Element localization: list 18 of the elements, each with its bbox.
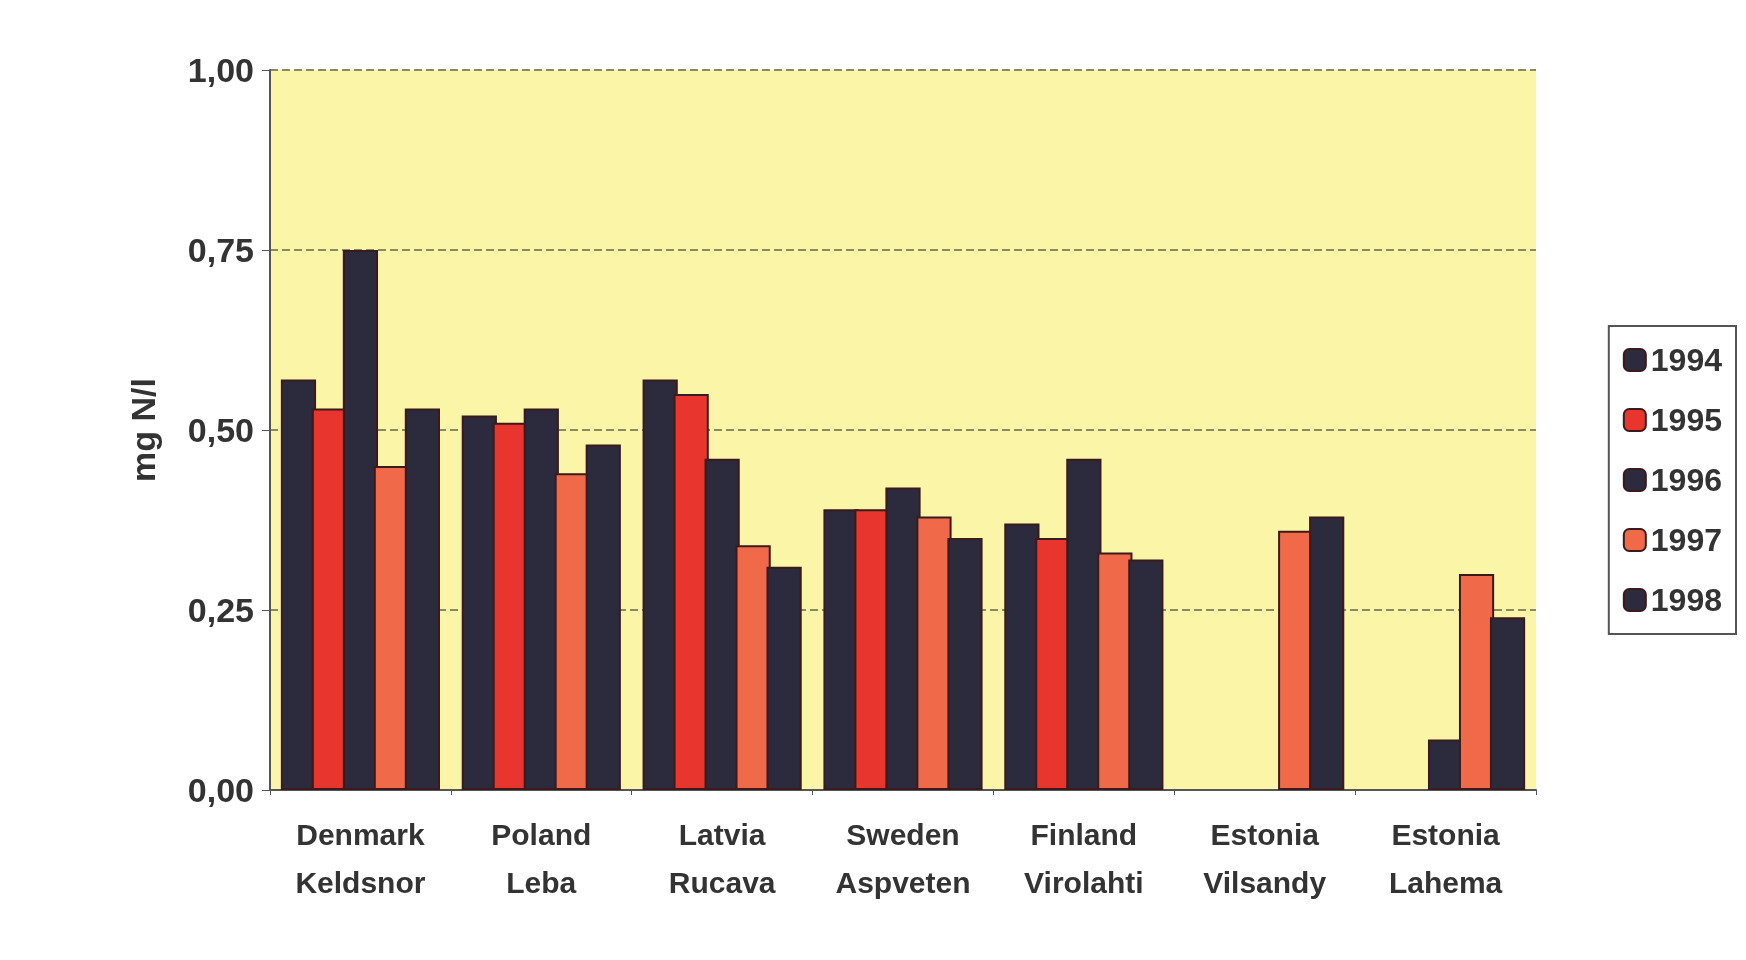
y-tick-label: 1,00 — [187, 51, 254, 89]
x-tick-label: Denmark Keldsnor — [295, 817, 426, 899]
y-axis-title: mg N/l — [124, 378, 162, 482]
y-tick-label: 0,25 — [187, 591, 254, 629]
x-tick-label: Finland Virolahti — [1024, 817, 1144, 899]
x-tick-label: Latvia Rucava — [668, 817, 776, 899]
x-tick-label: Sweden Aspveten — [835, 817, 971, 899]
legend-label: 1995 — [1650, 402, 1722, 438]
x-tick-label: Estonia Vilsandy — [1203, 817, 1327, 899]
x-tick-label: Poland Leba — [491, 817, 592, 899]
y-tick-label: 0,00 — [187, 771, 254, 809]
y-tick-label: 0,75 — [187, 231, 254, 269]
legend-label: 1996 — [1650, 462, 1722, 498]
legend-label: 1998 — [1650, 582, 1722, 618]
x-tick-label: Estonia Lahema — [1388, 817, 1503, 899]
y-tick-label: 0,50 — [187, 411, 254, 449]
legend-label: 1997 — [1650, 522, 1722, 558]
legend-label: 1994 — [1650, 342, 1723, 378]
